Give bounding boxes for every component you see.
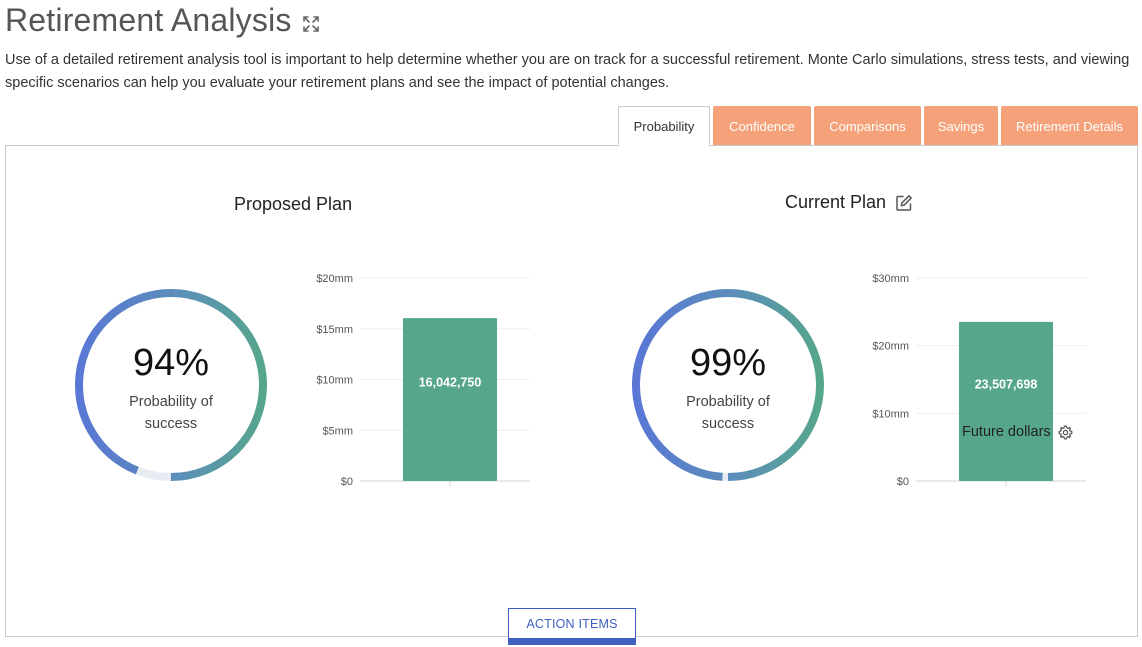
tab-confidence[interactable]: Confidence xyxy=(713,106,811,145)
proposed-probability-value: 94% xyxy=(132,342,210,384)
tab-savings[interactable]: Savings xyxy=(924,106,998,145)
tab-retirement-details[interactable]: Retirement Details xyxy=(1001,106,1138,145)
proposed-gauge-ring xyxy=(75,289,267,481)
gauge-progress-arc xyxy=(632,289,824,481)
probability-panel: Proposed Plan 94% Probability of success… xyxy=(5,145,1138,637)
page-header: Retirement Analysis xyxy=(5,2,320,39)
gauge-progress-arc xyxy=(75,289,267,481)
proposed-plan-title-text: Proposed Plan xyxy=(234,194,353,214)
page-description: Use of a detailed retirement analysis to… xyxy=(5,52,1130,91)
current-probability-gauge: 99% Probability of success xyxy=(630,287,826,483)
y-tick-label: $30mm xyxy=(872,273,909,285)
proposed-savings-chart: $0 $5mm $10mm $15mm $20mm 16,042,750 xyxy=(298,268,538,498)
future-dollars-label: Future dollars xyxy=(962,424,1051,440)
gear-icon[interactable] xyxy=(1058,425,1073,440)
tab-bar: Probability Confidence Comparisons Savin… xyxy=(615,106,1138,146)
y-tick-label: $20mm xyxy=(316,273,353,285)
y-tick-label: $0 xyxy=(341,476,353,488)
current-gauge-ring xyxy=(632,289,824,481)
bar-value-label: 16,042,750 xyxy=(419,376,482,390)
expand-icon[interactable] xyxy=(302,15,320,33)
proposed-probability-gauge: 94% Probability of success xyxy=(73,287,269,483)
current-savings-chart: $0 $10mm $20mm $30mm 23,507,698 xyxy=(854,268,1094,498)
current-plan-title-text: Current Plan xyxy=(785,192,887,212)
edit-icon[interactable] xyxy=(895,194,913,212)
tab-probability[interactable]: Probability xyxy=(618,106,710,146)
y-tick-label: $20mm xyxy=(872,341,909,353)
y-tick-label: $15mm xyxy=(316,324,353,336)
bar xyxy=(959,321,1053,481)
current-probability-value: 99% xyxy=(689,342,767,384)
bar xyxy=(403,318,497,481)
page-title: Retirement Analysis xyxy=(5,2,292,38)
bar-value-label: 23,507,698 xyxy=(975,378,1038,392)
y-tick-label: $5mm xyxy=(322,425,353,437)
y-tick-label: $10mm xyxy=(316,375,353,387)
current-plan-title: Current Plan xyxy=(785,192,913,213)
proposed-plan-title: Proposed Plan xyxy=(234,194,352,215)
tab-comparisons[interactable]: Comparisons xyxy=(814,106,921,145)
y-tick-label: $10mm xyxy=(872,408,909,420)
proposed-probability-caption: Probability of success xyxy=(129,394,213,432)
future-dollars-setting: Future dollars xyxy=(962,424,1073,440)
current-probability-caption: Probability of success xyxy=(686,394,770,432)
y-tick-label: $0 xyxy=(897,476,909,488)
action-items-button[interactable]: ACTION ITEMS xyxy=(508,608,636,645)
